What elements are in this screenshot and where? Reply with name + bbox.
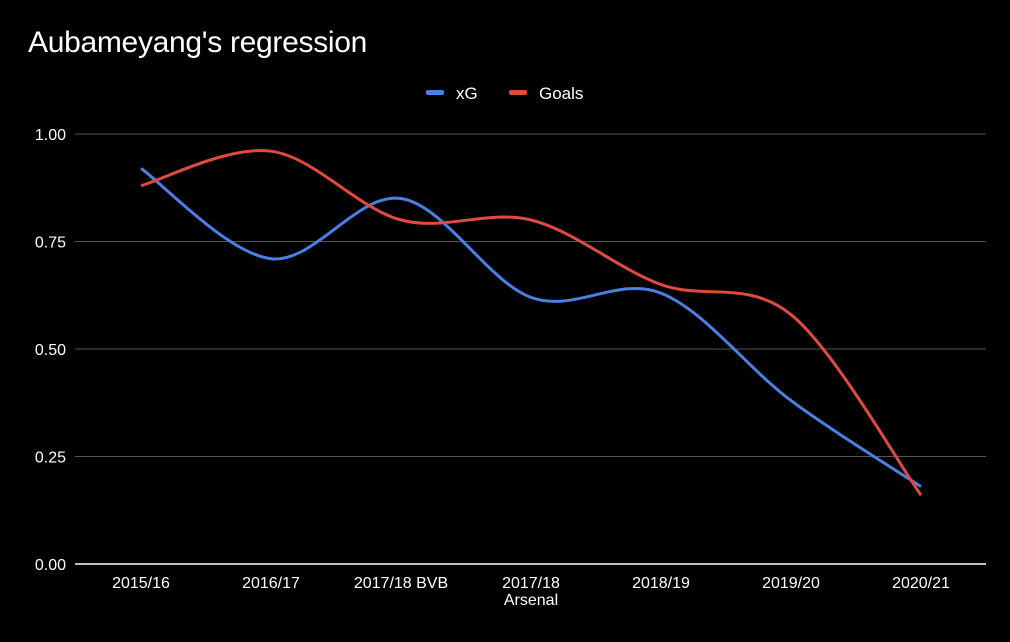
x-tick-label: 2015/16 bbox=[112, 575, 170, 592]
gridlines bbox=[75, 133, 986, 457]
y-tick-label: 0.75 bbox=[35, 235, 66, 252]
x-tick-label-line: 2015/16 bbox=[112, 575, 170, 592]
x-tick-label-line: 2018/19 bbox=[632, 575, 690, 592]
series-lines bbox=[140, 149, 923, 497]
legend-swatch-goals bbox=[509, 90, 527, 95]
x-tick-label: 2019/20 bbox=[762, 575, 820, 592]
y-tick-label: 0.25 bbox=[35, 450, 66, 467]
x-axis: 2015/16 2016/17 2017/18 BVB 2017/18 Arsenal2… bbox=[75, 563, 986, 609]
x-tick-label-line: 2019/20 bbox=[762, 575, 820, 592]
x-tick-label: 2018/19 bbox=[632, 575, 690, 592]
chart-title: Aubameyang's regression bbox=[28, 26, 368, 59]
x-tick-label: 2017/18 BVB bbox=[354, 575, 448, 592]
y-tick-label: 1.00 bbox=[35, 127, 66, 144]
x-tick-label-line: 2017/18 bbox=[502, 575, 560, 592]
legend-label-goals: Goals bbox=[539, 84, 583, 103]
x-tick-label-line: 2017/18 BVB bbox=[354, 575, 448, 592]
x-tick-label: 2020/21 bbox=[892, 575, 950, 592]
series-line-xg bbox=[140, 167, 922, 488]
x-tick-label: 2017/18 Arsenal bbox=[502, 575, 560, 609]
x-tick-label: 2016/17 bbox=[242, 575, 300, 592]
y-tick-label: 0.00 bbox=[35, 557, 66, 574]
legend-swatch-xg bbox=[426, 90, 444, 95]
y-axis: 0.00 0.25 0.50 0.75 1.00 bbox=[35, 127, 66, 574]
y-tick-label: 0.50 bbox=[35, 342, 66, 359]
x-tick-label-line: 2016/17 bbox=[242, 575, 300, 592]
x-tick-label-line: 2020/21 bbox=[892, 575, 950, 592]
x-tick-label-line: Arsenal bbox=[504, 592, 558, 609]
series-line-goals bbox=[140, 149, 923, 497]
legend: xG Goals bbox=[426, 84, 583, 103]
legend-label-xg: xG bbox=[456, 84, 478, 103]
